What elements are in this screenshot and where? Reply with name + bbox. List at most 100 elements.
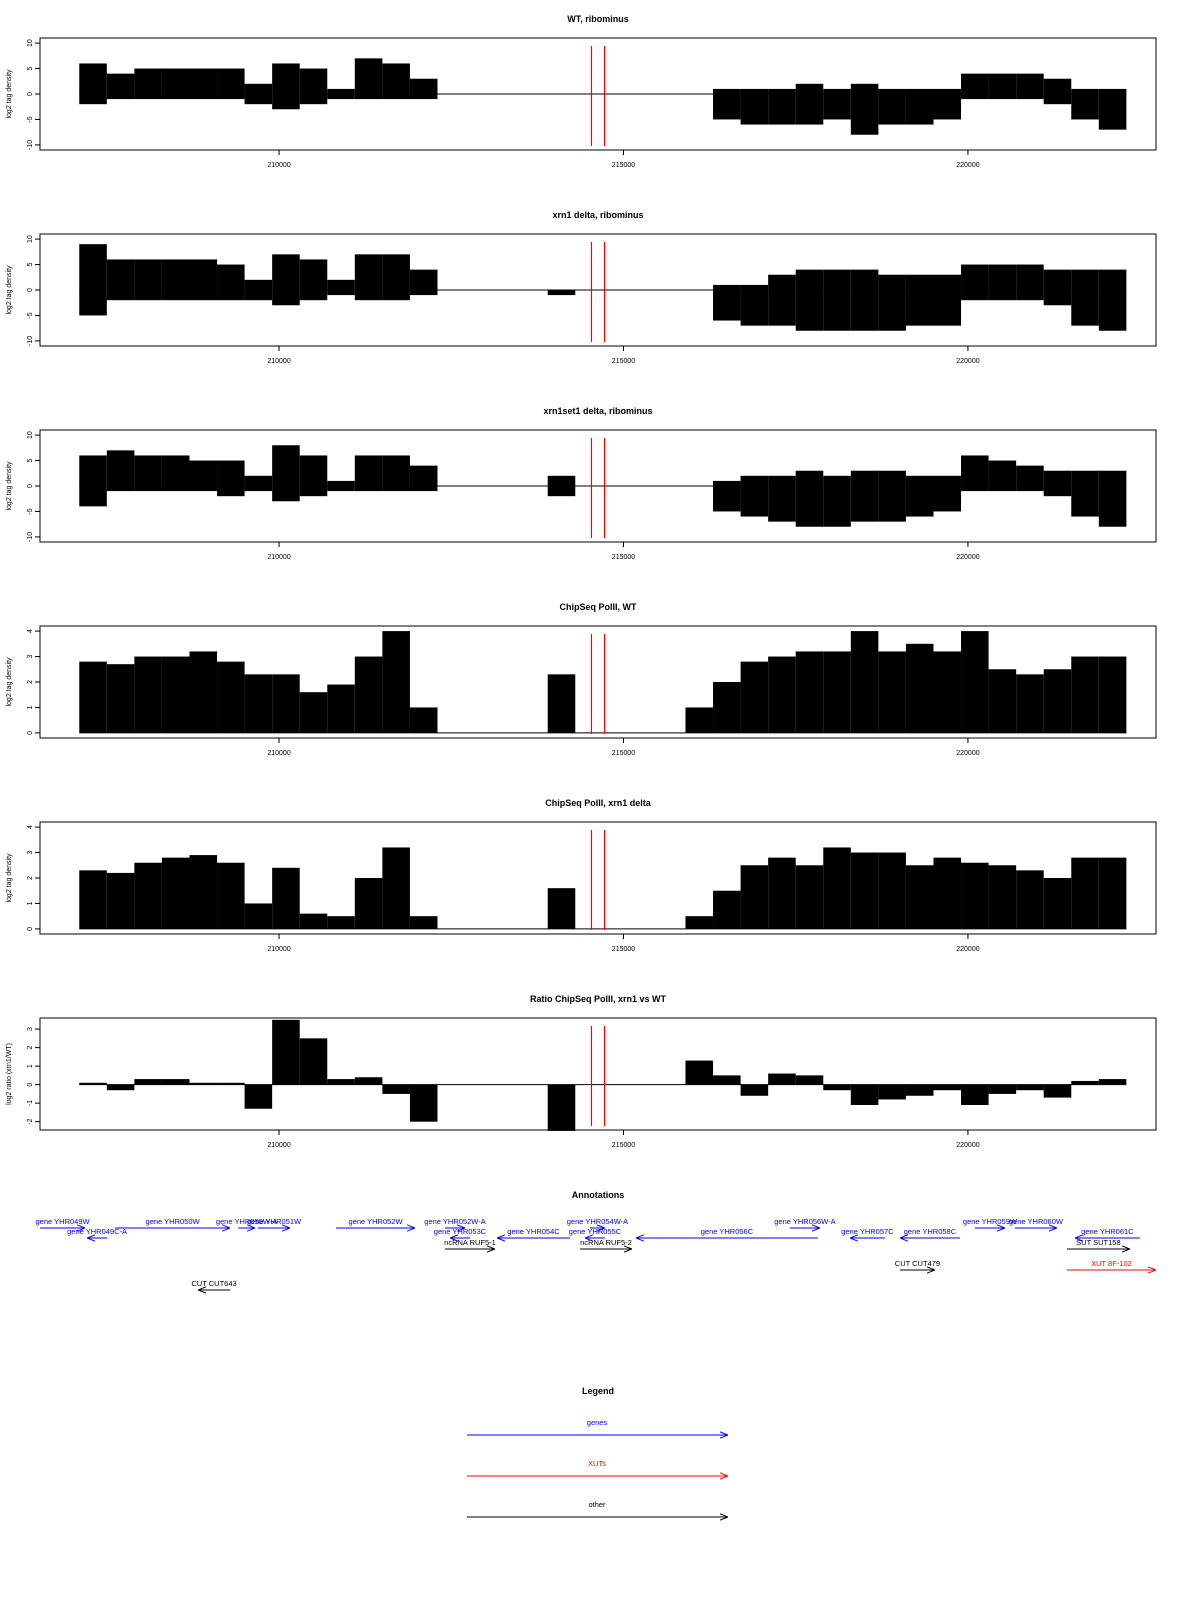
bar [768, 290, 796, 326]
bar [547, 674, 576, 733]
bar [905, 88, 934, 94]
bar [244, 674, 273, 733]
feature-label: gene YHR054W-A [567, 1217, 628, 1226]
bar [217, 1082, 245, 1085]
bar [272, 486, 300, 502]
bar [79, 870, 107, 929]
x-tick-label: 215000 [612, 1142, 635, 1149]
bar [713, 682, 741, 733]
bar [713, 890, 741, 929]
bar [1098, 857, 1127, 929]
bar [878, 486, 906, 522]
x-tick-label: 215000 [612, 750, 635, 757]
bar [1016, 94, 1044, 100]
bar [768, 1073, 796, 1085]
bar [189, 855, 218, 929]
bar [106, 486, 135, 492]
bar [795, 865, 824, 929]
bar [409, 916, 438, 929]
bar [768, 88, 796, 94]
bar [768, 274, 796, 290]
bar [161, 68, 190, 94]
bar [961, 73, 989, 94]
bar [795, 94, 824, 125]
bar [382, 63, 410, 94]
bar [740, 284, 769, 290]
bar [327, 1079, 355, 1085]
feature-label: gene YHR052W-A [424, 1217, 485, 1226]
feature-label: CUT CUT643 [191, 1279, 236, 1288]
bar [1071, 656, 1099, 733]
bar [217, 862, 245, 929]
feature-label: gene YHR054C [507, 1227, 560, 1236]
bar [327, 88, 355, 94]
feature-label: gene YHR061C [1081, 1227, 1134, 1236]
bar [409, 269, 438, 290]
x-tick-label: 210000 [267, 554, 290, 561]
bar [740, 486, 769, 517]
panel: ChipSeq PolII, xrn1 delta log2 tag densit… [6, 798, 1157, 953]
bar [850, 852, 879, 929]
bar [961, 862, 989, 929]
y-tick-label: 0 [27, 1083, 34, 1087]
bar [795, 290, 824, 331]
bar [244, 279, 273, 290]
bar [106, 664, 135, 733]
bar [79, 94, 107, 105]
bar [685, 916, 714, 929]
bar [823, 269, 851, 290]
bar [79, 63, 107, 94]
x-tick-label: 210000 [267, 750, 290, 757]
panel-title: xrn1 delta, ribominus [552, 210, 643, 220]
bar [354, 878, 383, 929]
bar [823, 651, 851, 733]
bar [961, 455, 989, 486]
bar [327, 290, 355, 296]
bar [768, 486, 796, 522]
bar [354, 455, 383, 486]
feature-label: gene YHR056W-A [774, 1217, 835, 1226]
y-axis-label: log2 tag density [6, 461, 13, 511]
bar [1071, 88, 1099, 94]
y-tick-label: 0 [27, 731, 34, 735]
feature-label: gene YHR059W [963, 1217, 1018, 1226]
bar [795, 269, 824, 290]
bar [795, 83, 824, 94]
panel: xrn1 delta, ribominus log2 tag density -10… [6, 210, 1157, 365]
bar [327, 486, 355, 492]
bar [740, 475, 769, 486]
bar [933, 290, 962, 326]
bar [217, 264, 245, 290]
bar [740, 290, 769, 326]
bar [134, 1079, 162, 1085]
bar [382, 94, 410, 100]
bar [354, 254, 383, 290]
panel: WT, ribominus log2 tag density -10 -5 0 5 10 21… [6, 14, 1157, 169]
feature-label: gene YHR052W [348, 1217, 403, 1226]
bar [409, 290, 438, 296]
bar [713, 284, 741, 290]
bar [272, 674, 300, 733]
bar [299, 68, 328, 94]
bar [795, 486, 824, 527]
bar [988, 73, 1017, 94]
bar [1071, 269, 1099, 290]
bar [272, 63, 300, 94]
bar [850, 83, 879, 94]
bar [685, 707, 714, 733]
y-axis-label: log2 ratio (xrn1/WT) [6, 1043, 13, 1105]
bar [740, 661, 769, 733]
bar [850, 486, 879, 522]
bar [988, 94, 1017, 100]
y-tick-label: -5 [27, 312, 34, 318]
bar [850, 1084, 879, 1106]
bar [134, 259, 162, 290]
y-tick-label: 0 [27, 288, 34, 292]
bar [713, 486, 741, 512]
y-tick-label: 4 [27, 825, 34, 829]
bar [299, 455, 328, 486]
bar [1098, 290, 1127, 331]
bar [382, 631, 410, 733]
bar [299, 259, 328, 290]
